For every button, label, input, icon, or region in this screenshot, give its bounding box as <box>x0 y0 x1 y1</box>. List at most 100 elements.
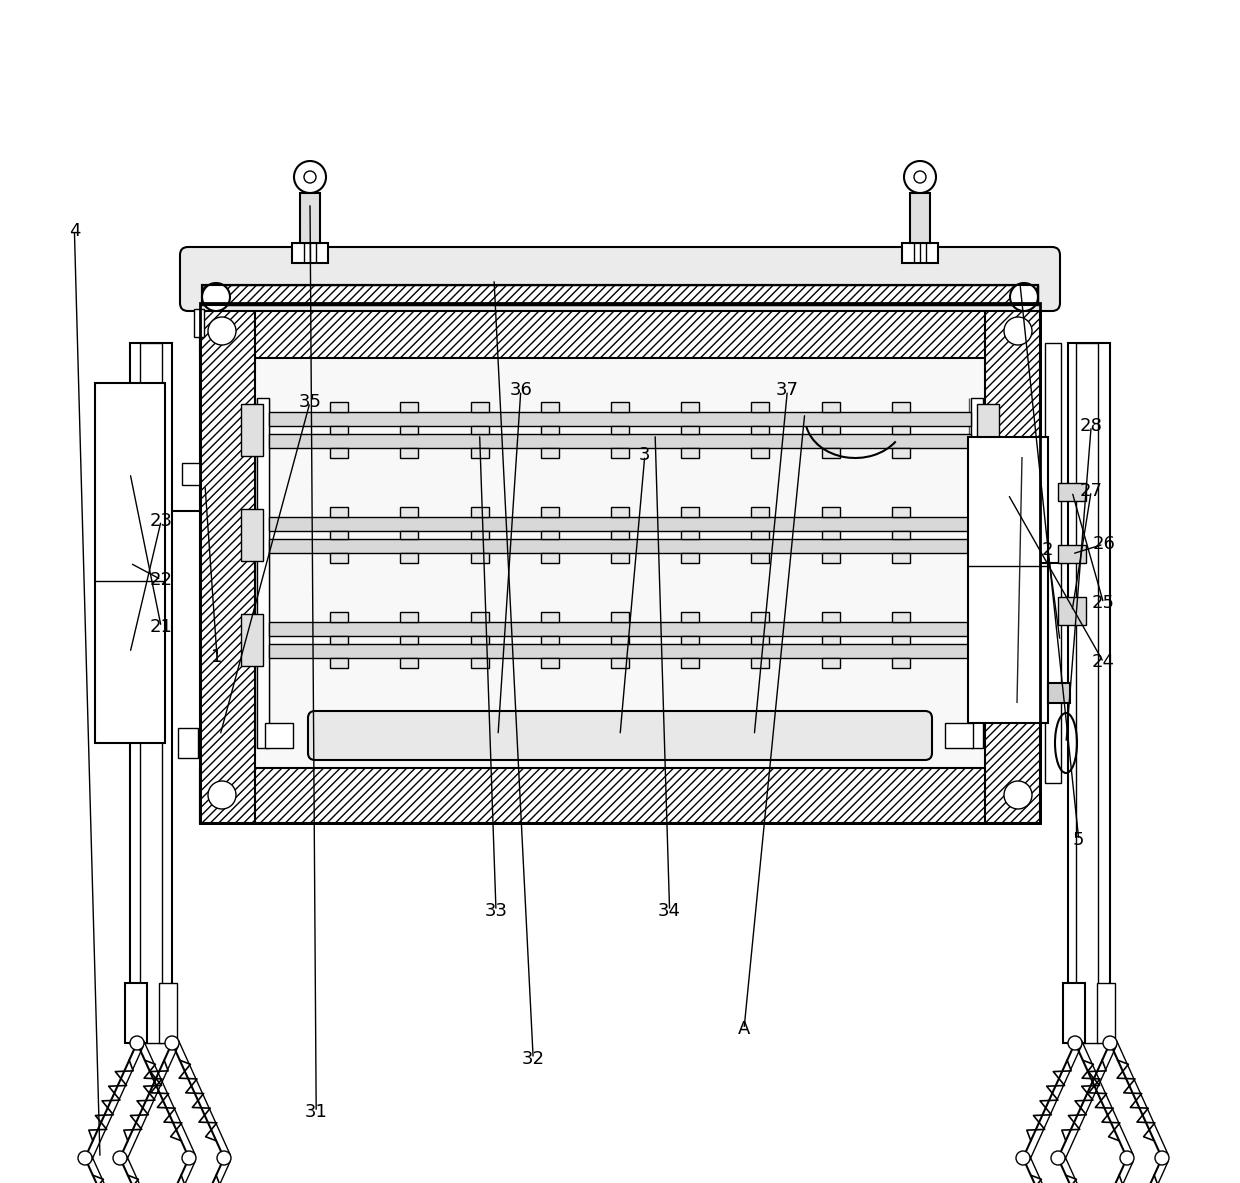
Bar <box>1045 343 1061 783</box>
Bar <box>681 402 699 412</box>
Bar <box>330 402 348 412</box>
Circle shape <box>202 283 229 311</box>
Bar <box>541 402 559 412</box>
Bar <box>401 508 418 517</box>
Bar <box>1058 483 1086 500</box>
Bar <box>1068 343 1110 1043</box>
Text: 26: 26 <box>1092 535 1115 554</box>
Circle shape <box>113 1151 126 1165</box>
Bar <box>822 448 839 458</box>
Bar <box>471 448 489 458</box>
Bar <box>985 303 1040 823</box>
Bar <box>822 636 839 644</box>
Bar <box>1063 983 1085 1043</box>
Bar <box>471 612 489 622</box>
Bar <box>202 285 1038 305</box>
Bar <box>901 243 937 263</box>
Bar <box>200 303 1040 358</box>
Bar <box>401 658 418 668</box>
Bar <box>822 612 839 622</box>
Bar <box>130 343 172 1043</box>
Circle shape <box>1004 317 1032 345</box>
Bar <box>977 509 999 561</box>
Bar <box>200 303 1040 823</box>
Bar <box>541 508 559 517</box>
Bar <box>541 658 559 668</box>
Bar <box>751 508 769 517</box>
Bar <box>751 612 769 622</box>
Circle shape <box>1016 1151 1030 1165</box>
Circle shape <box>217 1151 231 1165</box>
Bar <box>751 402 769 412</box>
Bar <box>179 728 198 758</box>
Bar <box>255 358 985 768</box>
FancyBboxPatch shape <box>308 711 932 759</box>
Bar <box>892 426 910 434</box>
Bar <box>202 285 1038 305</box>
FancyBboxPatch shape <box>180 247 1060 311</box>
Circle shape <box>78 1151 92 1165</box>
Bar <box>541 448 559 458</box>
Bar <box>241 509 263 561</box>
Bar <box>241 405 263 455</box>
Bar <box>125 983 148 1043</box>
Bar <box>751 658 769 668</box>
Text: 28: 28 <box>1080 416 1102 435</box>
Bar <box>269 644 971 658</box>
Circle shape <box>1104 1036 1117 1051</box>
Bar <box>611 426 629 434</box>
Bar <box>681 552 699 563</box>
Bar <box>822 508 839 517</box>
Circle shape <box>208 317 236 345</box>
Circle shape <box>304 172 316 183</box>
Bar <box>611 531 629 539</box>
Bar <box>611 402 629 412</box>
Circle shape <box>208 781 236 809</box>
Bar <box>541 531 559 539</box>
Bar <box>971 397 983 748</box>
Bar <box>241 614 263 666</box>
Bar <box>892 448 910 458</box>
Bar <box>751 636 769 644</box>
Bar <box>95 383 165 743</box>
Bar <box>269 412 971 426</box>
Bar <box>751 552 769 563</box>
Text: 36: 36 <box>510 381 532 400</box>
Bar <box>330 552 348 563</box>
Bar <box>401 612 418 622</box>
Bar <box>1058 597 1086 626</box>
Bar <box>330 612 348 622</box>
Bar <box>471 658 489 668</box>
Bar <box>330 508 348 517</box>
Bar <box>541 636 559 644</box>
Text: 1: 1 <box>211 647 223 666</box>
Bar <box>330 426 348 434</box>
Text: 2: 2 <box>1042 541 1054 560</box>
Text: 34: 34 <box>658 901 681 920</box>
Circle shape <box>1120 1151 1135 1165</box>
Bar <box>1076 343 1097 1043</box>
Bar <box>751 426 769 434</box>
Bar <box>401 402 418 412</box>
Bar <box>611 612 629 622</box>
Bar <box>541 552 559 563</box>
Bar <box>471 402 489 412</box>
Bar <box>681 612 699 622</box>
Bar <box>892 658 910 668</box>
Bar <box>202 285 1038 305</box>
Bar <box>892 531 910 539</box>
Circle shape <box>130 1036 144 1051</box>
Bar <box>330 636 348 644</box>
Bar <box>471 552 489 563</box>
Bar <box>401 426 418 434</box>
Bar <box>910 193 930 243</box>
Bar <box>822 402 839 412</box>
Text: 32: 32 <box>522 1049 544 1068</box>
Circle shape <box>182 1151 196 1165</box>
Circle shape <box>1068 1036 1083 1051</box>
Bar <box>892 636 910 644</box>
Text: 37: 37 <box>776 381 799 400</box>
Bar <box>401 531 418 539</box>
Bar <box>200 303 1040 823</box>
Bar <box>681 636 699 644</box>
